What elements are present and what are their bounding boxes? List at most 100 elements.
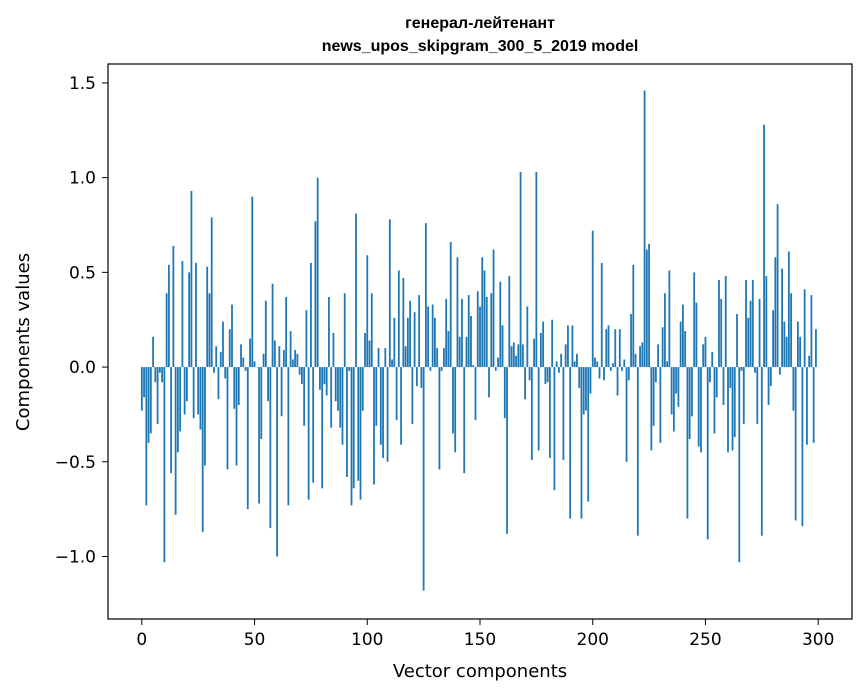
bar xyxy=(154,367,157,383)
bar xyxy=(576,353,578,368)
bar xyxy=(481,257,484,368)
bar xyxy=(641,342,644,368)
bar xyxy=(763,124,765,368)
bar xyxy=(291,359,294,368)
bar xyxy=(215,346,218,368)
bar xyxy=(519,171,522,368)
bar xyxy=(271,283,274,368)
bar xyxy=(406,317,409,368)
bar xyxy=(323,367,326,385)
bar xyxy=(494,367,497,371)
bar xyxy=(350,367,353,506)
bar xyxy=(197,367,200,415)
bar xyxy=(233,367,236,409)
y-axis-label: Components values xyxy=(13,253,34,431)
bar xyxy=(147,367,150,443)
chart-subtitle: news_upos_skipgram_300_5_2019 model xyxy=(322,38,639,55)
bar xyxy=(490,293,493,368)
bar xyxy=(431,304,434,368)
bar xyxy=(361,367,364,411)
bar xyxy=(765,276,768,368)
bar xyxy=(801,367,804,527)
bar xyxy=(213,367,215,373)
bar xyxy=(273,340,276,368)
bar xyxy=(711,351,714,368)
bar xyxy=(176,367,179,453)
bar xyxy=(621,367,623,371)
bar xyxy=(571,325,574,368)
bar xyxy=(605,329,608,368)
bar xyxy=(188,272,191,368)
bar xyxy=(745,279,747,368)
bar xyxy=(305,310,308,368)
bar xyxy=(262,353,265,368)
x-tick-label: 300 xyxy=(802,630,834,650)
bar xyxy=(503,367,506,419)
bar xyxy=(718,279,720,368)
bar xyxy=(422,367,425,591)
bar xyxy=(226,367,229,470)
bar xyxy=(623,359,626,368)
bar xyxy=(341,367,344,445)
bar xyxy=(738,367,741,563)
bar xyxy=(300,367,303,385)
bar xyxy=(368,340,371,368)
bar xyxy=(429,367,432,371)
bar xyxy=(756,367,759,424)
bar xyxy=(803,289,806,368)
bar xyxy=(652,367,655,426)
bar xyxy=(328,296,330,368)
bar xyxy=(724,276,727,368)
bar xyxy=(688,367,691,440)
bar xyxy=(391,359,393,368)
bar xyxy=(325,367,328,396)
bar xyxy=(607,325,610,368)
bar xyxy=(675,367,678,394)
bar xyxy=(280,367,283,417)
bar xyxy=(352,367,355,489)
bar xyxy=(515,355,517,368)
bar xyxy=(634,353,637,368)
bar xyxy=(366,255,369,368)
bar xyxy=(569,367,572,519)
bar xyxy=(145,367,148,506)
bar xyxy=(312,367,315,483)
bar xyxy=(625,367,628,462)
bar xyxy=(790,293,793,368)
bar xyxy=(235,367,238,466)
bar xyxy=(562,367,565,460)
bar xyxy=(332,332,335,368)
bar xyxy=(206,266,209,368)
bar xyxy=(251,196,254,368)
bar xyxy=(709,367,711,383)
bar xyxy=(359,367,362,500)
bar xyxy=(260,367,263,440)
bar xyxy=(201,367,204,532)
bar xyxy=(614,329,617,368)
bar xyxy=(375,367,378,426)
x-tick-label: 250 xyxy=(689,630,721,650)
bar xyxy=(567,325,569,368)
x-tick-label: 150 xyxy=(464,630,496,650)
bar xyxy=(242,357,245,368)
bar xyxy=(648,243,650,368)
bar xyxy=(706,367,709,540)
bar xyxy=(733,367,736,438)
bar xyxy=(149,367,152,434)
bar xyxy=(812,367,815,443)
bar xyxy=(521,344,524,368)
bar xyxy=(436,348,439,368)
bar xyxy=(445,298,448,368)
bar xyxy=(796,321,799,368)
bar xyxy=(447,331,450,368)
bar xyxy=(474,367,477,421)
bar xyxy=(582,367,585,415)
bar xyxy=(264,300,267,368)
bar xyxy=(544,367,547,385)
bar xyxy=(402,278,405,368)
bar xyxy=(603,367,605,381)
bar xyxy=(645,249,648,368)
bar xyxy=(204,367,206,466)
bar xyxy=(769,367,772,387)
bar xyxy=(713,367,716,434)
